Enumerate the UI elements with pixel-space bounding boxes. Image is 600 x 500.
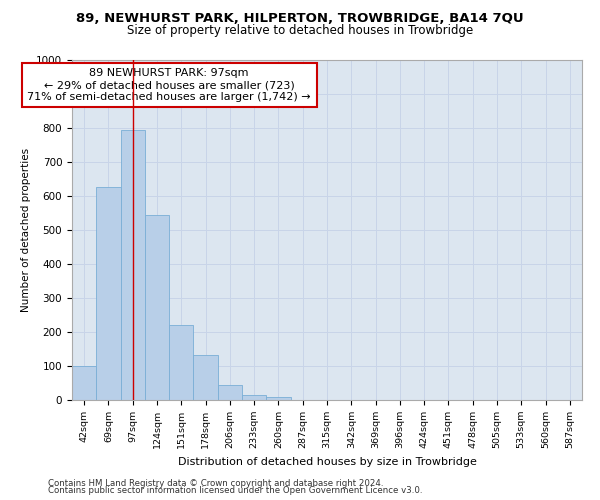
Y-axis label: Number of detached properties: Number of detached properties	[20, 148, 31, 312]
Text: 89 NEWHURST PARK: 97sqm
← 29% of detached houses are smaller (723)
71% of semi-d: 89 NEWHURST PARK: 97sqm ← 29% of detache…	[28, 68, 311, 102]
Bar	[218, 386, 242, 400]
Bar	[145, 216, 169, 400]
X-axis label: Distribution of detached houses by size in Trowbridge: Distribution of detached houses by size …	[178, 456, 476, 466]
Text: Contains public sector information licensed under the Open Government Licence v3: Contains public sector information licen…	[48, 486, 422, 495]
Bar	[193, 355, 218, 400]
Bar	[72, 366, 96, 400]
Bar	[96, 188, 121, 400]
Text: Contains HM Land Registry data © Crown copyright and database right 2024.: Contains HM Land Registry data © Crown c…	[48, 478, 383, 488]
Text: Size of property relative to detached houses in Trowbridge: Size of property relative to detached ho…	[127, 24, 473, 37]
Bar	[121, 130, 145, 400]
Bar	[169, 325, 193, 400]
Bar	[266, 398, 290, 400]
Text: 89, NEWHURST PARK, HILPERTON, TROWBRIDGE, BA14 7QU: 89, NEWHURST PARK, HILPERTON, TROWBRIDGE…	[76, 12, 524, 26]
Bar	[242, 395, 266, 400]
